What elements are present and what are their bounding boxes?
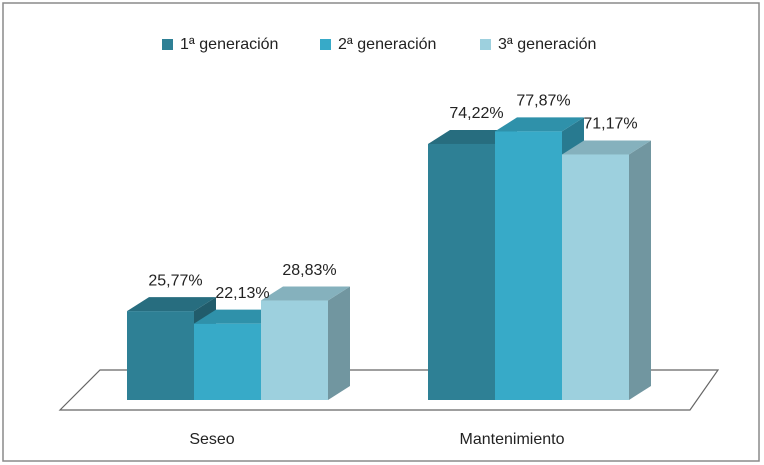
data-label: 28,83%: [282, 262, 336, 279]
bar-top: [261, 286, 350, 301]
bar-side: [629, 140, 651, 400]
legend-label: 3ª generación: [498, 36, 596, 53]
data-label: 25,77%: [148, 272, 202, 289]
bar: [261, 286, 350, 400]
legend-label: 2ª generación: [338, 36, 436, 53]
bar-top: [428, 129, 517, 144]
bar-top: [495, 117, 584, 132]
legend-swatch: [320, 39, 331, 50]
bar-front: [562, 154, 629, 400]
legend-label: 1ª generación: [180, 36, 278, 53]
data-label: 77,87%: [516, 93, 570, 110]
x-tick-label: Seseo: [189, 431, 234, 448]
data-label: 22,13%: [215, 285, 269, 302]
data-label: 74,22%: [449, 105, 503, 122]
legend-swatch: [162, 39, 173, 50]
data-label: 71,17%: [583, 116, 637, 133]
bar-top: [194, 309, 283, 324]
bar-front: [428, 143, 495, 401]
bar-side: [328, 286, 350, 400]
bar-front: [194, 323, 261, 400]
legend-swatch: [480, 39, 491, 50]
bar-front: [127, 311, 194, 400]
bar-top: [562, 140, 651, 155]
bar-top: [127, 297, 216, 312]
x-tick-label: Mantenimiento: [460, 431, 565, 448]
bar-front: [495, 131, 562, 400]
bar: [562, 140, 651, 400]
bar-front: [261, 300, 328, 400]
